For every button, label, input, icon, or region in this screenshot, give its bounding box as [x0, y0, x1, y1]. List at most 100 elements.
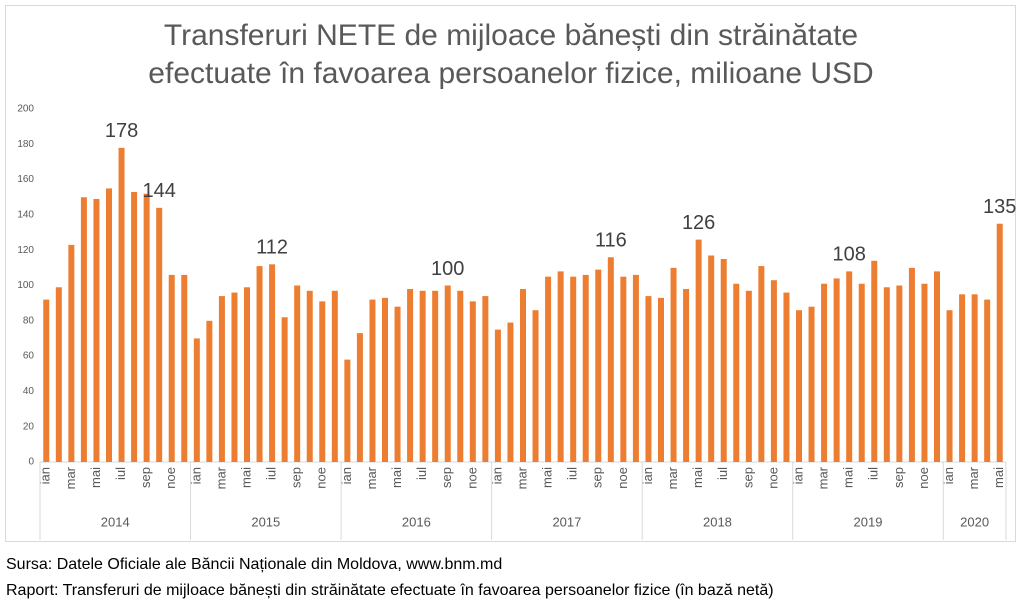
x-tick-label: noe	[916, 467, 931, 489]
x-tick-label: sep	[439, 467, 454, 488]
bar	[808, 306, 815, 462]
bar	[143, 193, 150, 462]
y-tick-label: 160	[17, 174, 34, 185]
bar	[407, 289, 414, 462]
bar	[796, 310, 802, 462]
bar	[43, 299, 50, 462]
year-label: 2015	[251, 514, 280, 529]
x-tick-label: mai	[238, 467, 253, 488]
x-tick-label: mai	[389, 467, 404, 488]
bar	[570, 276, 577, 462]
bar	[595, 269, 602, 462]
x-tick-label: ian	[188, 467, 203, 484]
x-tick-label: ian	[941, 467, 956, 484]
bar	[319, 301, 326, 462]
x-tick-label: mai	[991, 467, 1006, 488]
data-label: 144	[142, 180, 175, 202]
x-tick-label: noe	[765, 467, 780, 489]
bar	[733, 283, 740, 462]
bar	[256, 266, 263, 462]
bar	[306, 290, 313, 462]
data-label: 100	[431, 258, 464, 280]
bar	[419, 290, 426, 462]
bar	[996, 223, 1003, 462]
bar	[218, 296, 225, 462]
bar	[871, 260, 878, 462]
source-note: Sursa: Datele Oficiale ale Băncii Națion…	[6, 556, 503, 573]
bar	[607, 257, 614, 462]
bar	[532, 310, 539, 462]
x-tick-label: ian	[339, 467, 354, 484]
x-tick-label: mar	[966, 466, 981, 489]
bar	[244, 287, 250, 462]
y-tick-label: 80	[23, 315, 35, 326]
bar	[331, 290, 338, 462]
bar	[68, 244, 75, 462]
bar	[206, 320, 213, 462]
bar	[80, 197, 87, 462]
bar	[745, 290, 752, 462]
bar	[821, 283, 828, 462]
x-tick-label: mai	[841, 467, 856, 488]
bar	[281, 317, 288, 462]
bar	[507, 322, 514, 462]
bar	[432, 290, 439, 462]
x-tick-label: noe	[163, 467, 178, 489]
x-tick-label: mai	[88, 467, 103, 488]
bar	[783, 292, 790, 462]
bar	[984, 299, 991, 462]
bar	[934, 271, 940, 462]
bar	[269, 264, 276, 462]
bar	[344, 359, 351, 462]
bar	[908, 267, 915, 462]
x-tick-label: mar	[213, 466, 228, 489]
chart: Transferuri NETE de mijloace bănești din…	[5, 5, 1016, 542]
bar	[846, 271, 853, 462]
bar	[55, 287, 62, 462]
bar	[946, 310, 953, 462]
bar	[720, 259, 727, 462]
y-tick-label: 140	[17, 210, 34, 221]
bar	[356, 333, 363, 462]
chart-title: Transferuri NETE de mijloace bănești din…	[164, 19, 858, 52]
x-tick-label: ian	[489, 467, 504, 484]
bar	[294, 285, 301, 462]
bar	[118, 147, 125, 462]
data-label: 178	[105, 120, 138, 142]
bar	[758, 266, 765, 462]
bar	[369, 299, 376, 462]
bar	[833, 278, 840, 462]
bar	[658, 297, 664, 462]
data-label: 112	[256, 237, 288, 259]
year-label: 2018	[703, 514, 732, 529]
x-tick-label: ian	[38, 467, 53, 484]
x-tick-label: sep	[590, 467, 605, 488]
year-label: 2019	[854, 514, 883, 529]
bar	[858, 283, 865, 462]
bar	[457, 290, 464, 462]
x-tick-label: noe	[615, 467, 630, 489]
bar	[444, 285, 451, 462]
bar	[382, 297, 388, 462]
bar	[93, 199, 100, 462]
x-tick-label: iul	[414, 467, 429, 480]
x-tick-label: iul	[565, 467, 580, 480]
bar	[231, 292, 238, 462]
x-tick-label: mai	[540, 467, 555, 488]
bar	[545, 276, 552, 462]
bar	[695, 239, 702, 462]
x-tick-label: ian	[640, 467, 655, 484]
data-label: 135	[983, 196, 1016, 218]
y-tick-label: 0	[28, 457, 34, 468]
bar	[469, 301, 476, 462]
bar	[520, 289, 526, 462]
data-label: 126	[682, 212, 715, 234]
bar	[131, 191, 138, 462]
y-tick-label: 20	[23, 421, 35, 432]
bar	[896, 285, 903, 462]
data-label: 116	[595, 230, 627, 252]
bar	[394, 306, 401, 462]
bar	[620, 276, 627, 462]
x-tick-label: mar	[816, 466, 831, 489]
